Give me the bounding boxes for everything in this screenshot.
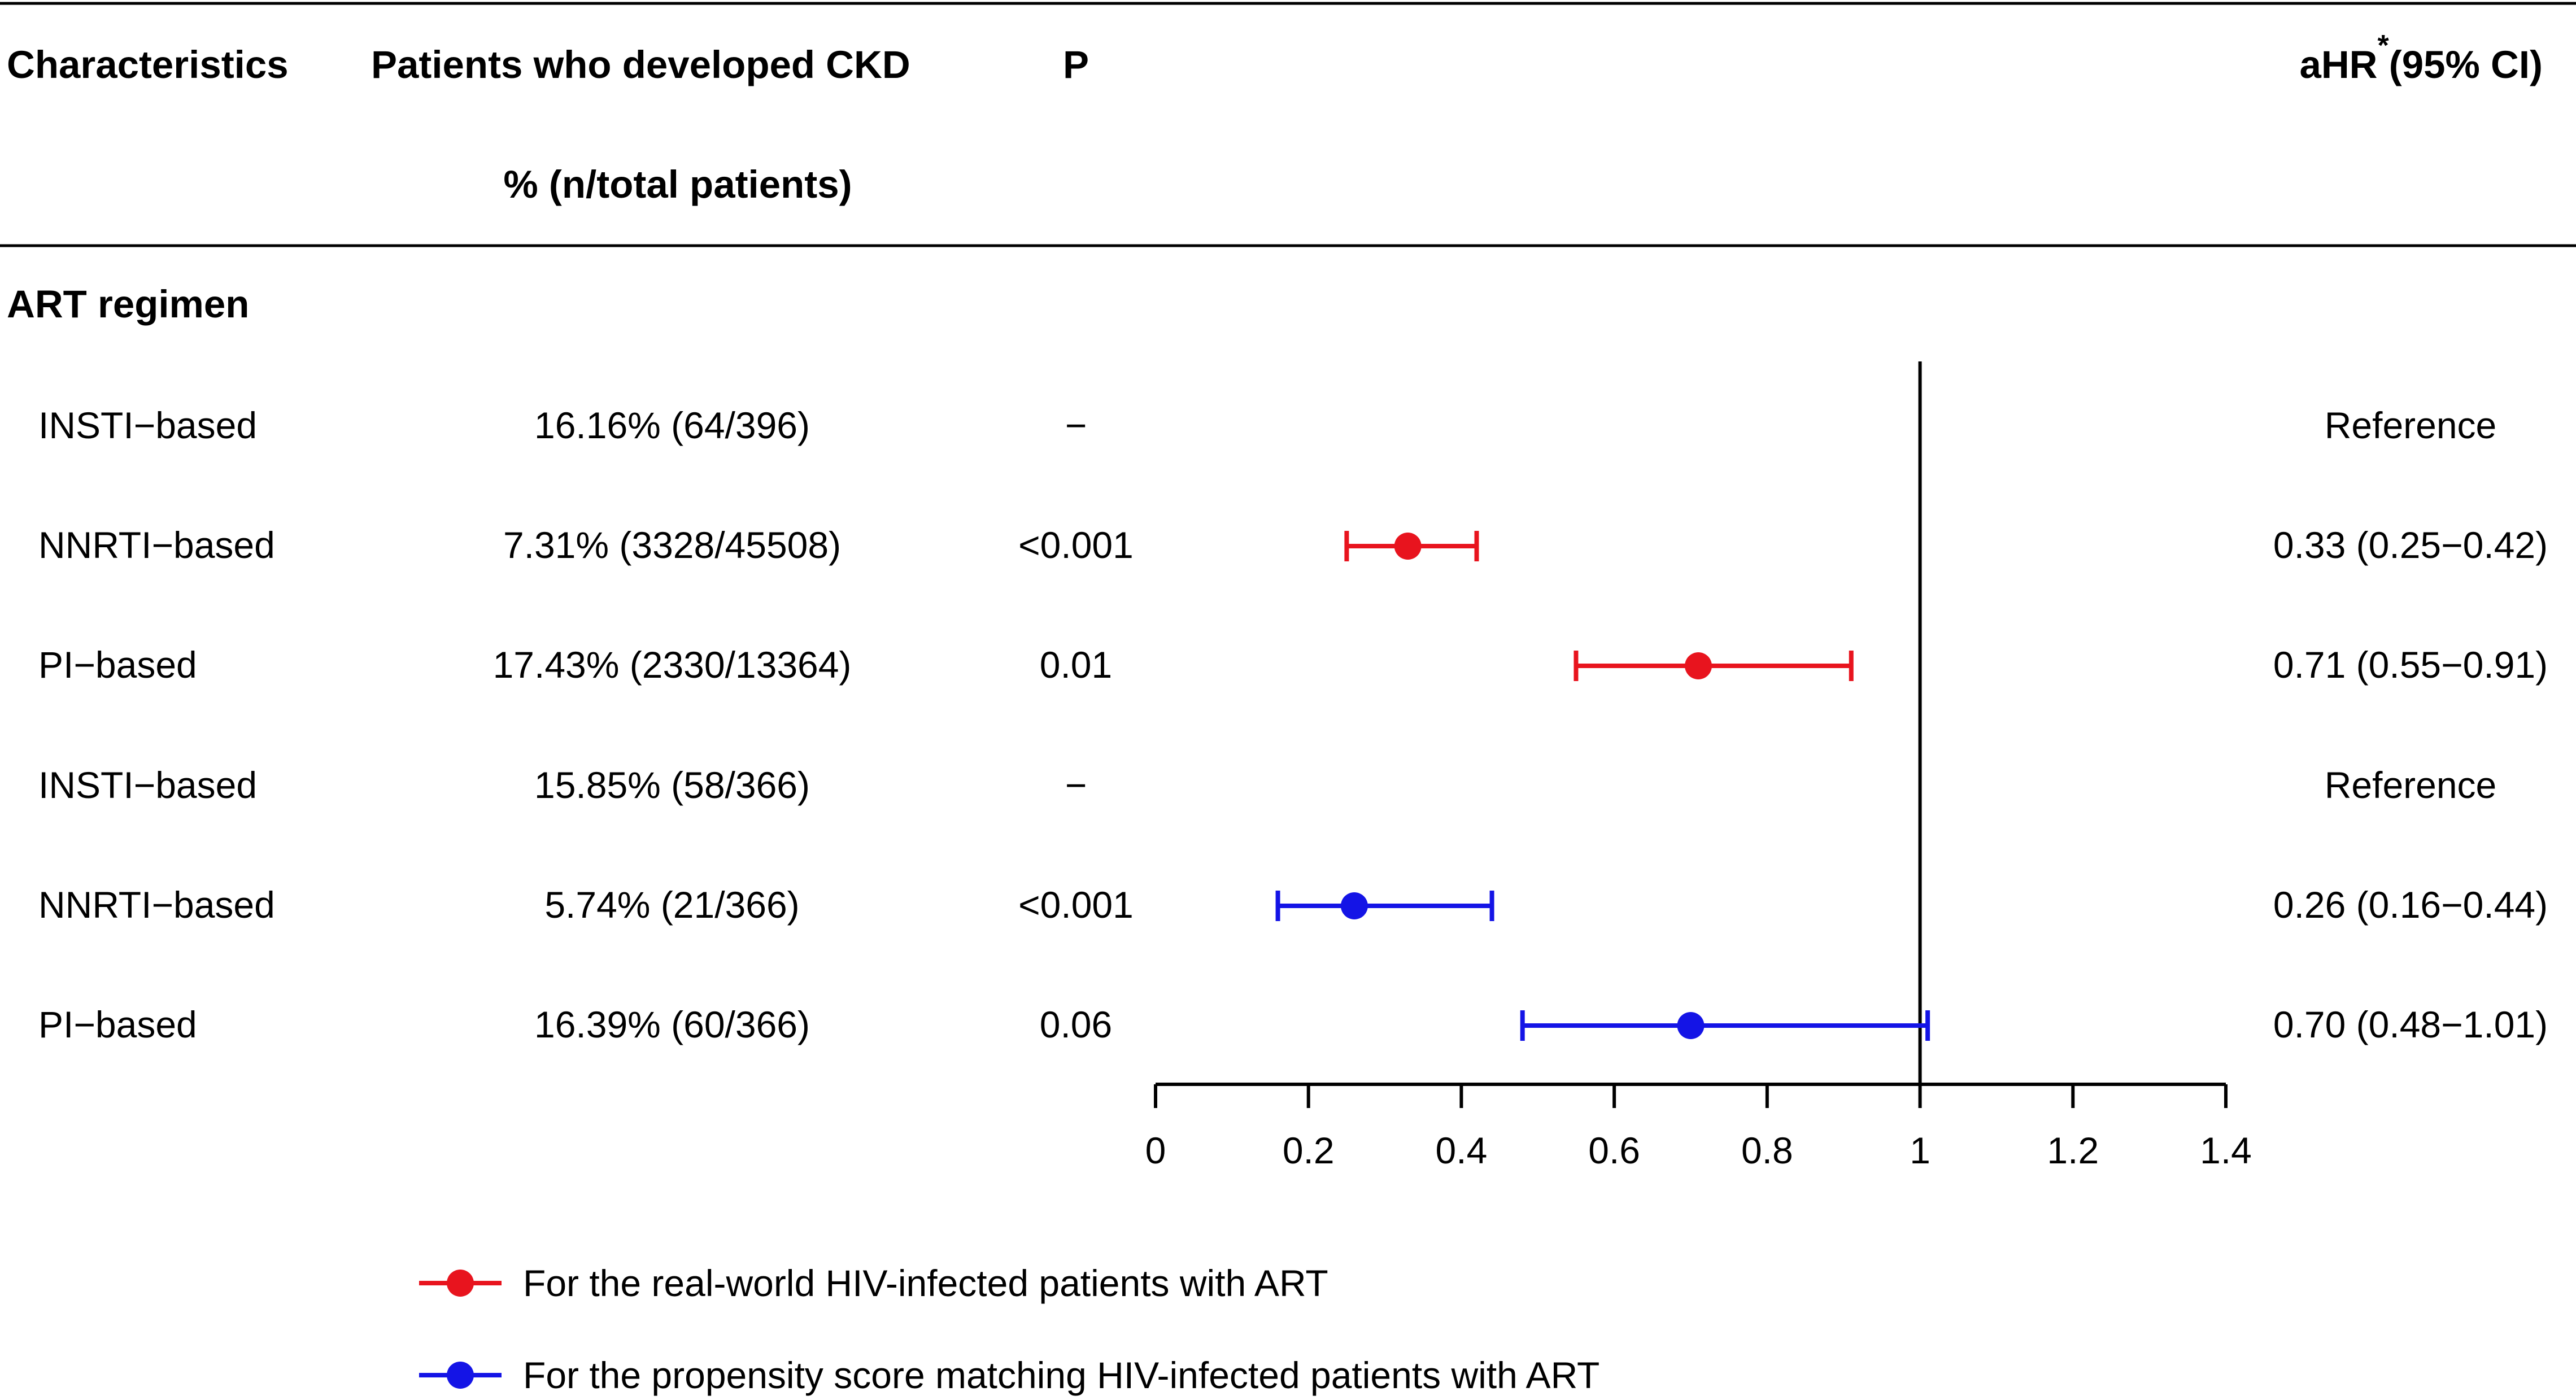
legend-marker-psm [447,1362,474,1389]
row-patients: 16.39% (60/366) [534,1004,810,1045]
point-estimate [1685,652,1712,679]
forest-marks [1275,361,1930,1084]
x-tick-label: 0.4 [1436,1129,1488,1171]
row-patients: 17.43% (2330/13364) [493,644,852,686]
header-characteristics: Characteristics [7,43,289,86]
legend-label-real-world: For the real-world HIV-infected patients… [523,1262,1328,1304]
row-label: INSTI−based [38,764,257,806]
row-ahr: 0.70 (0.48−1.01) [2273,1004,2548,1045]
forest-point-group [1520,1010,1930,1041]
x-tick-label: 0.2 [1283,1129,1335,1171]
header-ahr-superscript: * [2378,29,2390,62]
forest-point-group [1275,891,1494,921]
table-row: PI−based 17.43% (2330/13364) 0.01 0.71 (… [38,644,2548,686]
row-label: PI−based [38,1004,197,1045]
table-rows: INSTI−based 16.16% (64/396) − Reference … [38,404,2548,1045]
row-patients: 7.31% (3328/45508) [503,524,841,566]
legend-marker-real-world [447,1270,474,1297]
header-patients-line1: Patients who developed CKD [371,43,910,86]
header-ahr: aHR*(95% CI) [2299,29,2543,86]
row-patients: 16.16% (64/396) [534,404,810,446]
row-p-value: − [1065,764,1087,806]
row-label: PI−based [38,644,197,686]
table-row: INSTI−based 15.85% (58/366) − Reference [38,764,2496,806]
point-estimate [1340,892,1368,919]
x-tick-label: 1 [1910,1129,1930,1171]
table-row: NNRTI−based 5.74% (21/366) <0.001 0.26 (… [38,884,2548,926]
header-p: P [1063,43,1089,86]
x-axis: 0 0.2 0.4 0.6 0.8 1 1.2 1.4 [1145,1083,2252,1171]
x-tick-label: 0 [1145,1129,1166,1171]
row-ahr: 0.26 (0.16−0.44) [2273,884,2548,926]
legend-label-psm: For the propensity score matching HIV-in… [523,1354,1599,1396]
row-patients: 5.74% (21/366) [544,884,799,926]
table-row: PI−based 16.39% (60/366) 0.06 0.70 (0.48… [38,1004,2548,1045]
row-p-value: − [1065,404,1087,446]
legend-item-real-world: For the real-world HIV-infected patients… [419,1262,1328,1304]
row-p-value: <0.001 [1018,884,1134,926]
row-patients: 15.85% (58/366) [534,764,810,806]
header-patients-line2: % (n/total patients) [503,163,852,206]
point-estimate [1394,533,1422,560]
row-p-value: 0.01 [1040,644,1112,686]
forest-point-group [1574,651,1854,681]
row-label: NNRTI−based [38,884,275,926]
header-ahr-suffix: (95% CI) [2389,43,2543,86]
header-ahr-prefix: aHR [2299,43,2377,86]
section-title: ART regimen [7,282,249,326]
row-p-value: <0.001 [1018,524,1134,566]
x-tick-label: 1.2 [2047,1129,2099,1171]
forest-point-group [1344,531,1479,561]
row-p-value: 0.06 [1040,1004,1112,1045]
x-tick-label: 0.8 [1741,1129,1793,1171]
row-ahr: Reference [2325,404,2497,446]
x-tick-label: 1.4 [2200,1129,2252,1171]
row-ahr: 0.33 (0.25−0.42) [2273,524,2548,566]
point-estimate [1677,1012,1705,1039]
x-tick-label: 0.6 [1588,1129,1640,1171]
row-ahr: 0.71 (0.55−0.91) [2273,644,2548,686]
table-row: NNRTI−based 7.31% (3328/45508) <0.001 0.… [38,524,2548,566]
row-ahr: Reference [2325,764,2497,806]
row-label: INSTI−based [38,404,257,446]
legend-item-psm: For the propensity score matching HIV-in… [419,1354,1599,1396]
table-row: INSTI−based 16.16% (64/396) − Reference [38,404,2496,446]
row-label: NNRTI−based [38,524,275,566]
legend: For the real-world HIV-infected patients… [419,1262,1599,1396]
